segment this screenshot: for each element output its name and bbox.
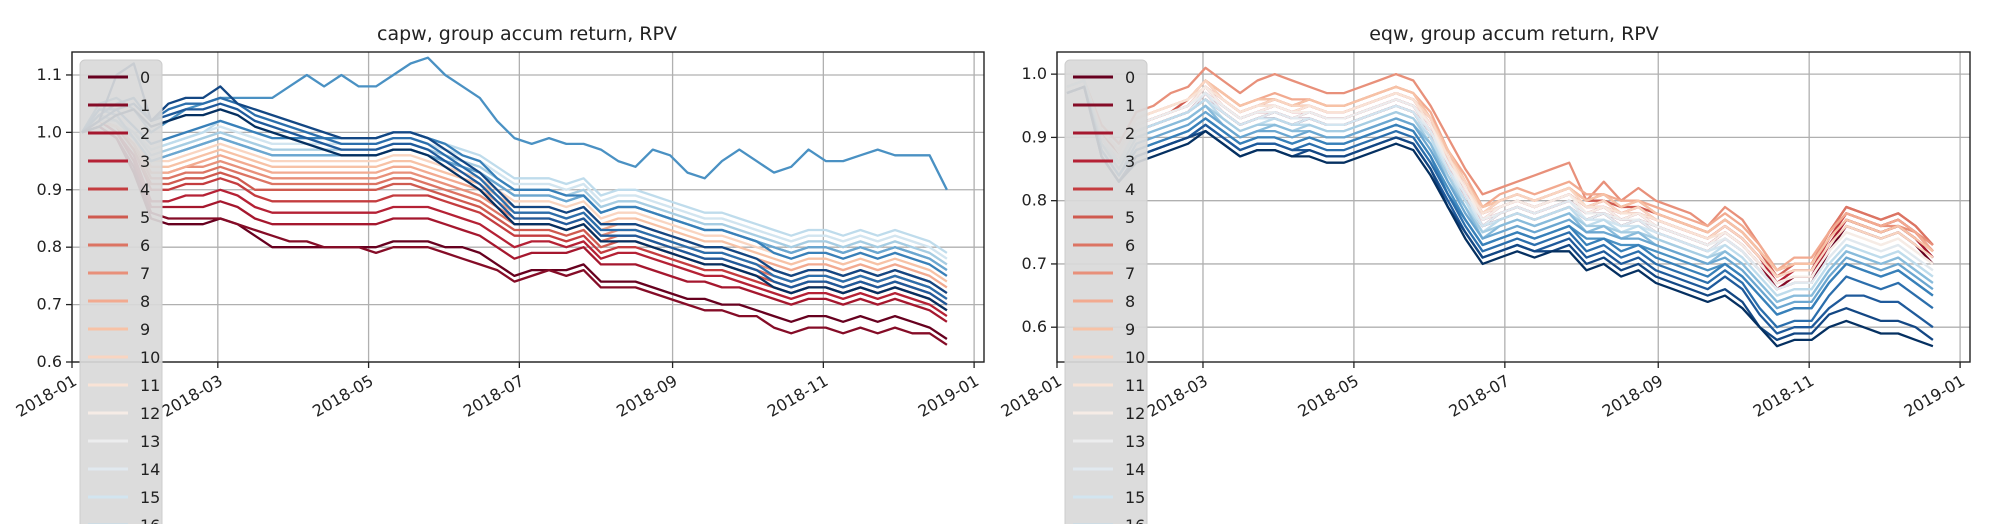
x-tick-label: 2018-09 (613, 371, 680, 421)
series-group (1066, 66, 1934, 348)
series-line-9 (1066, 79, 1934, 272)
legend-label: 15 (140, 488, 160, 507)
x-tick-label: 2018-05 (309, 371, 376, 421)
legend-label: 0 (1125, 68, 1135, 87)
series-line-15 (81, 119, 948, 260)
legend-label: 5 (140, 208, 150, 227)
legend-label: 9 (140, 320, 150, 339)
series-line-16 (1066, 79, 1934, 297)
legend-label: 7 (1125, 264, 1135, 283)
series-line-6 (1066, 79, 1934, 272)
series-line-14 (1066, 79, 1934, 291)
legend-label: 2 (140, 124, 150, 143)
legend-label: 11 (1125, 376, 1145, 395)
series-line-10 (1066, 79, 1934, 278)
series-group (80, 56, 948, 346)
x-tick-label: 2018-01 (998, 371, 1065, 421)
legend-label: 8 (140, 292, 150, 311)
legend-label: 6 (140, 236, 150, 255)
series-line-5 (1066, 79, 1934, 278)
series-line-3 (81, 119, 948, 318)
x-tick-label: 2018-05 (1295, 371, 1362, 421)
legend-label: 4 (1125, 180, 1135, 199)
series-line-4 (1066, 79, 1934, 278)
x-tick-label: 2018-01 (13, 371, 80, 421)
legend-label: 6 (1125, 236, 1135, 255)
legend-label: 12 (1125, 404, 1145, 423)
y-tick-label: 1.1 (37, 65, 62, 84)
axes-frame (71, 51, 985, 363)
legend-box (1064, 59, 1148, 524)
legend-label: 2 (1125, 124, 1135, 143)
legend-label: 10 (140, 348, 160, 367)
legend-label: 10 (1125, 348, 1145, 367)
series-line-19 (1066, 85, 1934, 310)
legend-label: 13 (1125, 432, 1145, 451)
legend: 012345678910111213141516 (79, 59, 163, 524)
x-tick-label: 2019-01 (915, 371, 982, 421)
y-axis: 0.6 0.7 0.8 0.9 1.0 1.1 (37, 65, 72, 371)
legend-label: 7 (140, 264, 150, 283)
series-line-22 (81, 96, 948, 300)
x-tick-label: 2018-11 (764, 371, 831, 421)
legend-box (79, 59, 163, 524)
series-line-23 (81, 102, 948, 306)
legend-label: 15 (1125, 488, 1145, 507)
legend-label: 11 (140, 376, 160, 395)
series-line-21 (80, 108, 948, 277)
axes-frame (1056, 51, 1971, 363)
x-tick-label: 2019-01 (1901, 371, 1968, 421)
y-tick-label: 0.6 (37, 352, 62, 371)
legend-label: 1 (1125, 96, 1135, 115)
legend-label: 13 (140, 432, 160, 451)
x-tick-label: 2018-09 (1599, 371, 1666, 421)
legend-label: 1 (140, 96, 150, 115)
y-tick-label: 0.7 (1022, 254, 1047, 273)
chart-panel-eqw: eqw, group accum return, RPV 2018-01 2018… (998, 23, 1971, 524)
y-axis: 0.6 0.7 0.8 0.9 1.0 (1022, 64, 1057, 336)
series-line-12 (1066, 79, 1934, 285)
legend-label: 9 (1125, 320, 1135, 339)
y-tick-label: 0.9 (1022, 127, 1047, 146)
legend: 012345678910111213141516 (1064, 59, 1148, 524)
y-tick-label: 0.8 (37, 237, 62, 256)
legend-label: 12 (140, 404, 160, 423)
x-tick-label: 2018-03 (158, 371, 225, 421)
y-tick-label: 1.0 (1022, 64, 1047, 83)
series-line-1 (81, 125, 948, 346)
series-line-24 (81, 62, 948, 295)
legend-label: 8 (1125, 292, 1135, 311)
legend-label: 14 (1125, 460, 1145, 479)
legend-label: 3 (140, 152, 150, 171)
chart-title: capw, group accum return, RPV (377, 23, 677, 45)
legend-label: 5 (1125, 208, 1135, 227)
y-tick-label: 0.6 (1022, 317, 1047, 336)
y-tick-label: 0.8 (1022, 191, 1047, 210)
series-line-21 (1066, 85, 1934, 316)
series-line-8 (1066, 79, 1934, 272)
chart-title: eqw, group accum return, RPV (1369, 23, 1659, 45)
x-tick-label: 2018-11 (1750, 371, 1817, 421)
series-line-19 (80, 108, 948, 272)
series-line-18 (1066, 85, 1934, 304)
legend-label: 16 (140, 516, 160, 524)
chart-panel-capw: capw, group accum return, RPV 2018-01 201… (13, 23, 985, 524)
x-tick-label: 2018-03 (1144, 371, 1211, 421)
y-tick-label: 0.7 (37, 295, 62, 314)
legend-label: 0 (140, 68, 150, 87)
legend-label: 14 (140, 460, 160, 479)
y-tick-label: 0.9 (37, 180, 62, 199)
series-line-25 (81, 108, 948, 312)
series-line-20 (80, 56, 948, 191)
x-tick-label: 2018-07 (460, 371, 527, 421)
y-tick-label: 1.0 (37, 122, 62, 141)
legend-label: 4 (140, 180, 150, 199)
series-line-2 (81, 119, 948, 323)
x-tick-label: 2018-07 (1445, 371, 1512, 421)
legend-label: 16 (1125, 516, 1145, 524)
legend-label: 3 (1125, 152, 1135, 171)
series-line-25 (1066, 85, 1934, 348)
